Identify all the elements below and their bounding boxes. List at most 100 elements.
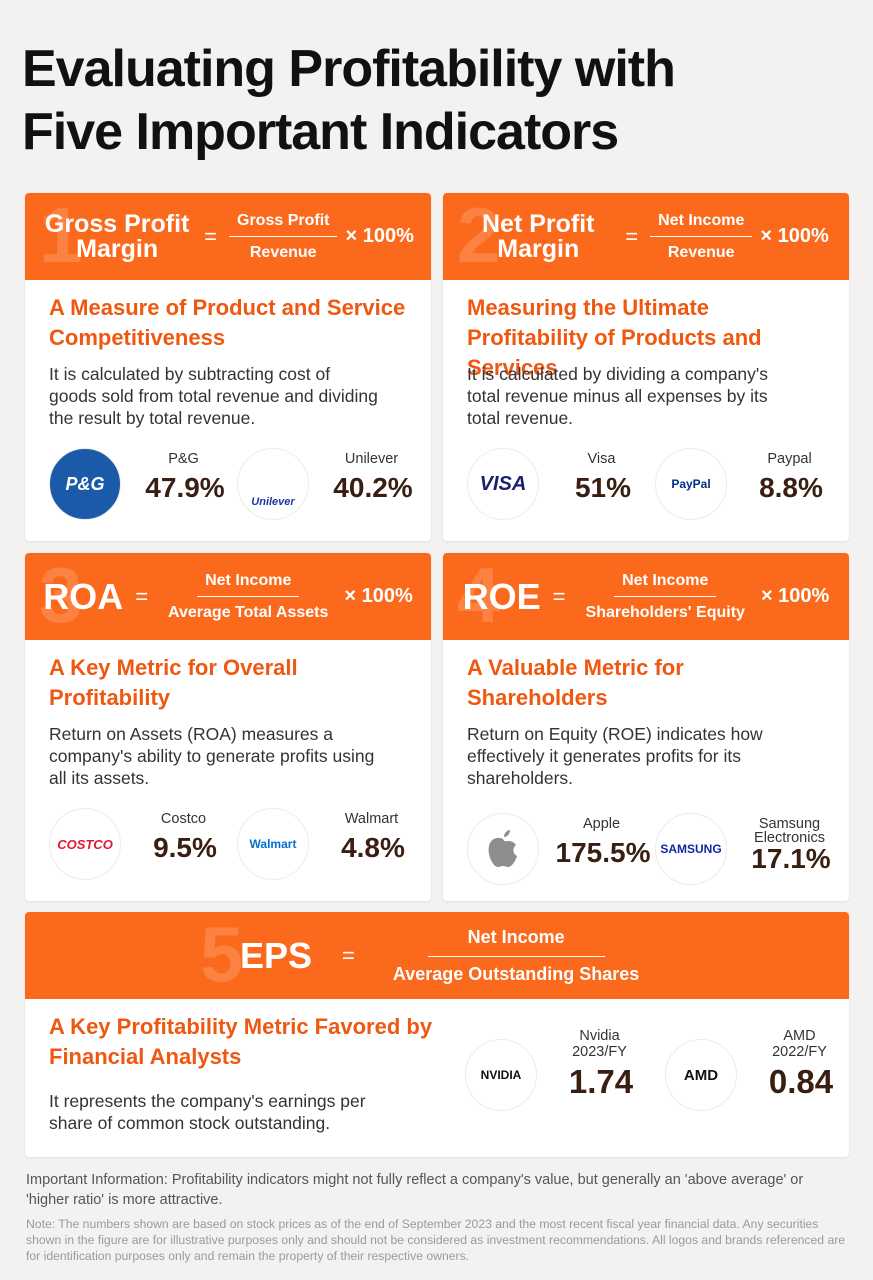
denominator: Revenue xyxy=(249,243,317,261)
index-number: 3 xyxy=(39,553,83,639)
card-heading: A Measure of Product and Service Competi… xyxy=(49,295,406,350)
card-description: It is calculated by subtracting cost of … xyxy=(49,364,378,428)
company-logo: VISA xyxy=(467,448,539,520)
company: NVIDIA Nvidia 2023/FY 1.74 xyxy=(465,1029,655,1119)
equals-sign: = xyxy=(552,583,566,609)
numerator: Net Income xyxy=(427,927,605,957)
fraction: Gross Profit Revenue xyxy=(229,212,338,262)
name-line: Margin xyxy=(497,234,580,263)
title: Evaluating Profitability with Five Impor… xyxy=(22,38,676,164)
company-name: Apple xyxy=(582,816,621,832)
company: P&G P&G 47.9% xyxy=(49,448,239,528)
card-description: Return on Equity (ROE) indicates how eff… xyxy=(467,724,763,788)
numerator: Net Income xyxy=(197,572,300,597)
indicator-name: ROE xyxy=(462,576,541,617)
logo-text: PayPal xyxy=(671,477,711,491)
denominator: Shareholders' Equity xyxy=(585,603,745,621)
formula-header: 2 Net Profit Margin = Net Income Revenue × 100… xyxy=(443,193,849,280)
company: AMD AMD 2022/FY 0.84 xyxy=(665,1029,849,1119)
multiplier: × 100% xyxy=(760,585,830,607)
company-name: Samsung Electronics xyxy=(754,816,825,846)
name-line: Margin xyxy=(76,234,159,263)
company-name: Costco xyxy=(160,811,207,827)
company-value: 1.74 xyxy=(568,1063,634,1100)
card-heading: Measuring the Ultimate Profitability of … xyxy=(467,295,762,380)
indicator-name: EPS xyxy=(240,935,313,976)
logo-text: P&G xyxy=(65,473,105,494)
fraction: Net Income Average Outstanding Shares xyxy=(385,927,647,985)
indicator-card: 2 Net Profit Margin = Net Income Revenue × 100… xyxy=(443,193,849,541)
logo-text: SAMSUNG xyxy=(660,842,722,856)
logo-text: Walmart xyxy=(249,837,297,851)
logo-text: VISA xyxy=(479,472,527,495)
company-value: 51% xyxy=(574,472,632,503)
company: COSTCO Costco 9.5% xyxy=(49,808,239,888)
company-name: Unilever xyxy=(344,451,399,467)
indicator-card: 1 Gross Profit Margin = Gross Profit Revenue ×… xyxy=(25,193,431,541)
company-value: 47.9% xyxy=(145,472,225,503)
indicator-card: 5 EPS = Net Income Average Outstanding Share… xyxy=(25,912,849,1157)
card-description: It represents the company's earnings per… xyxy=(49,1091,366,1133)
company-logo: P&G xyxy=(49,448,121,520)
multiplier: × 100% xyxy=(345,225,414,247)
company-value: 175.5% xyxy=(555,837,651,868)
card-heading: A Key Metric for Overall Profitability xyxy=(49,655,298,710)
fraction: Net Income Revenue xyxy=(650,212,753,262)
title-line: Five Important Indicators xyxy=(22,103,619,161)
company-logo: COSTCO xyxy=(49,808,121,880)
equals-sign: = xyxy=(204,223,217,249)
company: SAMSUNG Samsung Electronics 17.1% xyxy=(655,813,845,893)
company-name: Nvidia xyxy=(579,1028,620,1044)
fiscal-period: 2022/FY xyxy=(772,1044,827,1060)
numerator: Net Income xyxy=(614,572,717,597)
fiscal-period: 2023/FY xyxy=(572,1044,627,1060)
company-name: AMD xyxy=(783,1028,816,1044)
indicator-card: 4 ROE = Net Income Shareholders' Equity × 100… xyxy=(443,553,849,901)
index-number: 1 xyxy=(39,193,83,279)
note: Note: The numbers shown are based on sto… xyxy=(26,1217,846,1263)
company: PayPal Paypal 8.8% xyxy=(655,448,845,528)
card-heading: A Valuable Metric for Shareholders xyxy=(467,655,684,710)
indicator-name: Gross Profit Margin xyxy=(42,209,192,263)
equals-sign: = xyxy=(625,223,639,249)
numerator: Gross Profit xyxy=(229,212,338,237)
company-value: 40.2% xyxy=(333,472,413,503)
important-info: Important Information: Profitability ind… xyxy=(26,1172,804,1208)
indicator-name: ROA xyxy=(43,579,123,615)
company: Unilever Unilever 40.2% xyxy=(237,448,427,528)
company-name: Visa xyxy=(587,451,616,467)
company-logo xyxy=(467,813,539,885)
card-description: It is calculated by dividing a company's… xyxy=(467,364,768,428)
name-line: ROE xyxy=(462,576,541,617)
name-line: EPS xyxy=(240,935,313,976)
index-number: 5 xyxy=(200,912,244,998)
equals-sign: = xyxy=(135,583,149,609)
company-logo: NVIDIA xyxy=(465,1039,537,1111)
logo-text: NVIDIA xyxy=(480,1068,522,1082)
company: VISA Visa 51% xyxy=(467,448,657,528)
company-logo: Walmart xyxy=(237,808,309,880)
company: Walmart Walmart 4.8% xyxy=(237,808,427,888)
denominator: Revenue xyxy=(667,243,735,261)
formula-header: 3 ROA = Net Income Average Total Assets × 100… xyxy=(25,553,431,640)
indicator-name: Net Profit Margin xyxy=(463,209,613,263)
apple-icon xyxy=(488,830,517,867)
company-logo: Unilever xyxy=(237,448,309,520)
company-name: Paypal xyxy=(767,451,812,467)
index-number: 4 xyxy=(457,553,501,639)
company-logo: AMD xyxy=(665,1039,737,1111)
denominator: Average Total Assets xyxy=(168,603,329,621)
company-name: Walmart xyxy=(344,811,399,827)
company-logo: SAMSUNG xyxy=(655,813,727,885)
multiplier: × 100% xyxy=(344,585,413,607)
company-value: 8.8% xyxy=(759,472,823,503)
name-line: Gross Profit xyxy=(44,209,190,238)
denominator: Average Outstanding Shares xyxy=(392,963,640,984)
card-heading: A Key Profitability Metric Favored by Fi… xyxy=(49,1014,433,1069)
company-value: 17.1% xyxy=(751,843,831,874)
company-name: P&G xyxy=(168,451,199,467)
card-description: Return on Assets (ROA) measures a compan… xyxy=(49,724,375,788)
name-line: Net Profit xyxy=(482,209,595,238)
formula-header: 5 EPS = Net Income Average Outstanding Share… xyxy=(25,912,849,999)
